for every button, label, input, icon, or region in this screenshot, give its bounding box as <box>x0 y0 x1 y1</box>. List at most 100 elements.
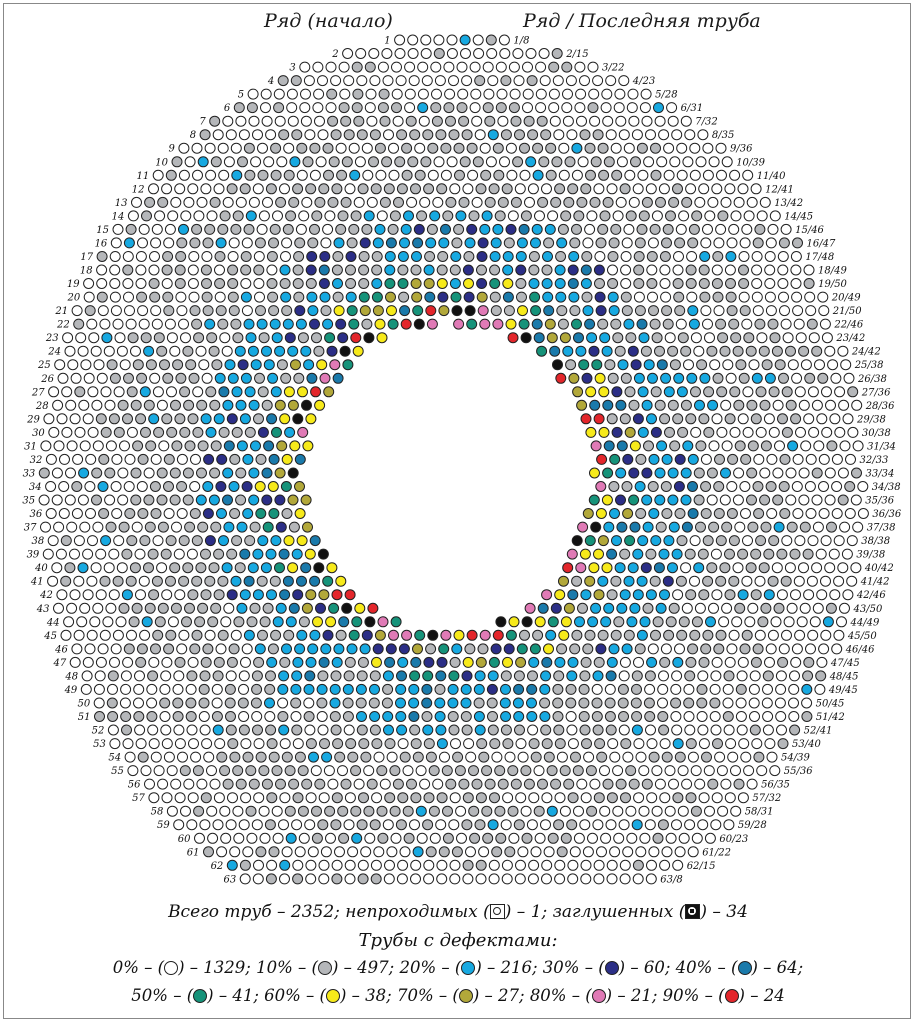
tube <box>190 751 202 763</box>
tube <box>203 453 215 465</box>
tube <box>538 48 550 59</box>
tube <box>407 34 419 46</box>
tube <box>493 169 505 181</box>
tube <box>499 697 511 709</box>
tube <box>680 345 692 357</box>
tube <box>371 738 383 750</box>
tube <box>371 792 383 804</box>
tube <box>399 237 410 249</box>
tube <box>148 278 160 289</box>
tube <box>802 670 814 682</box>
tube <box>480 169 492 181</box>
tube <box>552 75 564 87</box>
tube <box>728 318 740 330</box>
tube <box>474 75 486 87</box>
tube <box>335 575 347 587</box>
tube <box>687 508 699 519</box>
tube <box>661 751 673 763</box>
tube <box>726 237 738 249</box>
tube <box>96 264 108 276</box>
tube <box>77 345 89 357</box>
tube <box>462 859 474 871</box>
tube <box>659 413 671 425</box>
tube <box>844 481 856 492</box>
tube <box>693 494 705 506</box>
row-end-label: 53/40 <box>792 739 821 750</box>
tube <box>773 602 785 614</box>
tube <box>656 156 668 168</box>
tube <box>257 629 268 641</box>
tube <box>667 115 679 127</box>
tube <box>211 359 223 371</box>
tube <box>322 318 334 330</box>
tube <box>803 264 815 276</box>
tube <box>696 697 708 709</box>
tube <box>137 237 148 249</box>
tube <box>709 711 721 722</box>
tube <box>615 778 627 790</box>
tube <box>200 413 212 425</box>
tube <box>745 345 757 357</box>
tube <box>463 738 475 750</box>
tube <box>227 278 239 289</box>
tube <box>156 467 168 479</box>
tube <box>753 453 765 465</box>
tube <box>425 751 437 763</box>
tube <box>159 683 171 695</box>
tube <box>295 318 307 330</box>
tube <box>266 656 278 668</box>
legend-total-mid: ) – 1; заглушенных ( <box>504 902 686 922</box>
tube <box>620 792 631 804</box>
tube <box>561 102 573 114</box>
tube <box>491 846 503 858</box>
tube <box>695 440 707 452</box>
tube <box>126 629 137 641</box>
tube <box>492 629 504 641</box>
plugged-tube <box>313 562 325 574</box>
tube <box>395 711 407 722</box>
tube <box>459 34 471 46</box>
tube <box>588 562 600 574</box>
tube <box>564 156 576 168</box>
row-end-label: 9/36 <box>730 144 753 155</box>
tube <box>246 616 258 628</box>
tube <box>834 426 846 438</box>
tube <box>304 819 316 831</box>
tube <box>709 697 721 709</box>
tube <box>250 156 262 168</box>
tube <box>587 61 599 73</box>
tube <box>386 305 397 317</box>
tube <box>594 291 606 303</box>
tube <box>424 291 436 303</box>
tube <box>620 264 632 276</box>
tube <box>645 548 657 560</box>
tube <box>821 386 832 398</box>
tube <box>396 724 408 736</box>
tube <box>211 711 223 722</box>
tube <box>732 345 744 357</box>
tube <box>272 832 284 844</box>
tube <box>833 575 845 587</box>
tube <box>407 156 419 168</box>
tube <box>646 264 658 276</box>
tube <box>261 467 273 479</box>
tube <box>157 196 169 208</box>
tube <box>238 711 250 722</box>
tube <box>110 305 122 317</box>
tube <box>420 156 432 168</box>
tube <box>183 399 195 411</box>
tube <box>500 724 512 736</box>
tube <box>804 481 816 492</box>
tube <box>401 142 413 154</box>
tube <box>208 562 220 574</box>
tube <box>247 345 259 357</box>
tube <box>198 683 210 695</box>
tube <box>381 48 393 59</box>
tube <box>546 332 558 344</box>
tube <box>469 832 481 844</box>
tube <box>605 819 617 831</box>
legend-color-swatch <box>737 961 752 975</box>
tube <box>650 629 661 641</box>
tube <box>647 237 659 249</box>
tube <box>182 562 194 574</box>
